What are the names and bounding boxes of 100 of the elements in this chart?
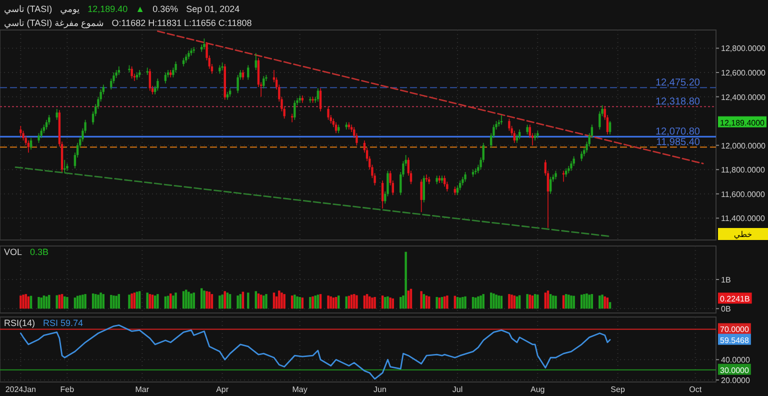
ref-line-label: 12,070.80 <box>656 126 700 138</box>
bar <box>490 292 492 309</box>
bar <box>174 292 177 309</box>
bar <box>549 294 552 309</box>
bar <box>381 296 384 309</box>
text: خطي <box>734 230 752 239</box>
candlestick <box>20 125 22 138</box>
bar <box>495 294 498 309</box>
y-tick-label: 12,600.0000 <box>721 68 766 78</box>
x-tick-label: Sep <box>610 385 626 394</box>
y-tick-label: 12,400.0000 <box>721 92 766 102</box>
ref-line-label: 30.0000 <box>720 366 750 375</box>
bar <box>531 296 534 309</box>
bar <box>133 292 136 309</box>
bar <box>552 296 554 309</box>
bar <box>425 296 428 309</box>
bar <box>407 290 410 309</box>
x-tick-label: Jun <box>374 385 386 394</box>
bar <box>190 293 192 309</box>
x-tick-label: Apr <box>216 385 229 394</box>
bar <box>301 298 304 309</box>
bar <box>422 294 426 309</box>
bar <box>138 291 141 309</box>
y-tick-label: 11,400.0000 <box>721 214 766 224</box>
bar <box>203 290 206 309</box>
bar <box>24 294 27 309</box>
text: يومي <box>60 4 80 15</box>
candlestick <box>316 88 320 102</box>
bar <box>151 294 154 309</box>
bar <box>84 294 86 309</box>
bar <box>389 298 392 309</box>
bar <box>477 296 480 309</box>
bar <box>338 296 340 309</box>
bar <box>298 296 301 309</box>
bar <box>462 296 464 309</box>
bar <box>554 296 557 309</box>
bar <box>518 295 521 309</box>
bar <box>236 296 239 309</box>
chart-title: VOL <box>4 247 22 257</box>
y-tick-label: 1B <box>721 276 731 284</box>
text: 12,189.4000 <box>720 118 766 128</box>
text: 59.5468 <box>720 336 750 345</box>
bar <box>570 296 572 309</box>
bar <box>356 295 358 309</box>
bar <box>474 298 477 309</box>
bar <box>296 296 298 309</box>
bar <box>464 296 466 309</box>
bar <box>66 296 68 309</box>
bar <box>528 294 531 309</box>
bar <box>210 294 214 309</box>
bar <box>192 292 195 309</box>
y-tick-label: 20.0000 <box>721 376 750 385</box>
candlestick <box>562 170 565 182</box>
x-tick-label: May <box>292 385 308 394</box>
y-tick-label: 12,000.0000 <box>721 141 766 150</box>
bar <box>254 291 257 309</box>
bar <box>482 294 484 309</box>
text: 0.36% <box>152 4 178 14</box>
candlestick <box>48 114 50 126</box>
bar <box>58 294 61 309</box>
candlestick <box>242 70 244 80</box>
bar <box>608 302 612 309</box>
bar <box>42 296 46 309</box>
bar <box>185 290 188 309</box>
bar <box>508 294 510 309</box>
bar <box>154 296 156 309</box>
bar <box>438 298 441 309</box>
bar <box>510 294 513 309</box>
bar <box>283 294 286 309</box>
candlestick <box>381 180 384 209</box>
y-tick-label: 11,600.0000 <box>721 190 766 199</box>
bar <box>22 294 24 309</box>
bar <box>156 294 159 309</box>
bar <box>226 292 229 309</box>
annotation: RSI 59.74 <box>43 318 84 328</box>
bar <box>513 296 516 309</box>
bar <box>170 293 172 309</box>
text: Sep 01, 2024 <box>186 4 240 14</box>
bar <box>290 296 294 309</box>
bar <box>534 294 536 309</box>
bar <box>118 294 120 309</box>
text: 12,189.40 <box>88 4 128 14</box>
bar <box>366 294 368 309</box>
candlestick <box>513 130 516 144</box>
bar <box>200 288 203 309</box>
candlestick <box>203 38 206 50</box>
bar <box>350 294 353 309</box>
x-tick-label: Aug <box>530 385 545 394</box>
candlestick <box>148 68 152 92</box>
bar <box>115 296 118 309</box>
bar <box>601 294 604 309</box>
candlestick <box>334 122 338 134</box>
bar <box>436 296 438 309</box>
bar <box>536 294 539 309</box>
y-tick-label: 11,800.0000 <box>721 166 766 175</box>
candlestick <box>459 180 462 191</box>
bar <box>221 294 224 309</box>
bar <box>40 298 42 309</box>
bar <box>309 296 312 309</box>
candlestick <box>549 176 552 194</box>
